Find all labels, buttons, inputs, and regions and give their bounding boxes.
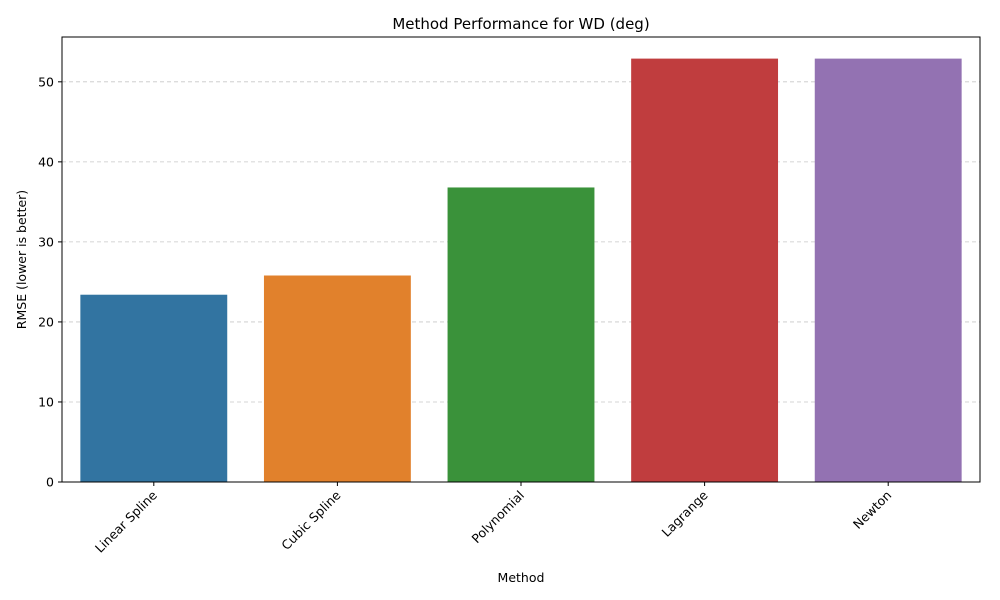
bar-linear-spline	[80, 294, 228, 482]
bar-lagrange	[631, 58, 779, 482]
y-tick-label: 10	[38, 394, 54, 409]
y-tick-label: 30	[38, 234, 54, 249]
x-tick-label: Cubic Spline	[278, 487, 344, 553]
x-tick-label: Polynomial	[468, 488, 527, 547]
chart-title: Method Performance for WD (deg)	[392, 15, 649, 33]
x-tick-label: Linear Spline	[92, 487, 160, 555]
x-ticks: Linear Spline Cubic Spline Polynomial Lagra…	[92, 482, 894, 556]
bar-polynomial	[447, 187, 595, 482]
x-tick-label: Lagrange	[658, 487, 710, 539]
y-axis-label: RMSE (lower is better)	[14, 190, 29, 329]
x-tick-label: Newton	[850, 488, 894, 532]
bar-newton	[814, 58, 962, 482]
bar-cubic-spline	[263, 275, 411, 482]
bars	[80, 58, 962, 482]
y-tick-label: 0	[46, 475, 54, 490]
y-tick-label: 50	[38, 74, 54, 89]
y-tick-label: 40	[38, 154, 54, 169]
y-ticks: 0 10 20 30 40 50	[38, 74, 62, 490]
x-axis-label: Method	[498, 570, 545, 585]
y-tick-label: 20	[38, 314, 54, 329]
